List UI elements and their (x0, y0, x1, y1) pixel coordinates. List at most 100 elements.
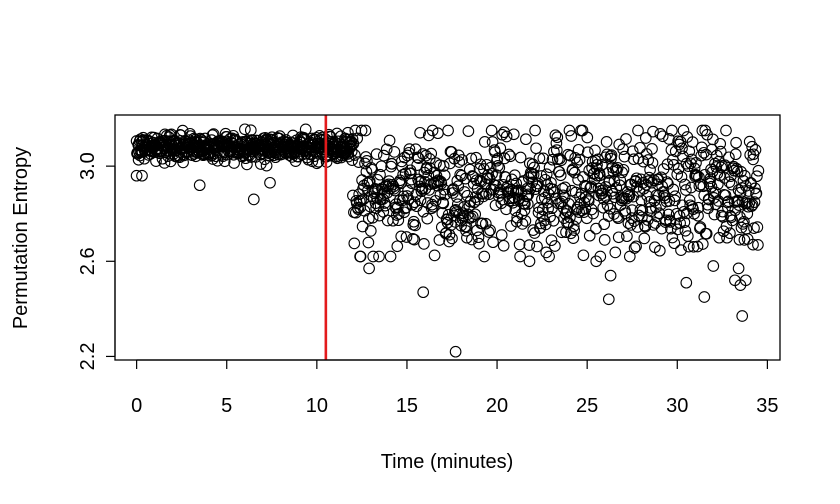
data-point (623, 190, 636, 202)
data-point (409, 219, 422, 232)
data-point (588, 167, 600, 180)
data-point (487, 236, 499, 249)
data-point (535, 217, 547, 230)
data-point (381, 187, 394, 199)
data-point (689, 168, 702, 181)
data-point (671, 223, 684, 236)
data-point (628, 242, 641, 254)
data-point (441, 216, 454, 229)
data-point (299, 123, 312, 136)
data-point (545, 234, 558, 247)
data-point (617, 143, 629, 156)
data-point (620, 133, 632, 145)
data-point (582, 195, 595, 207)
data-point (666, 231, 679, 244)
data-point (473, 237, 485, 250)
data-point (736, 310, 749, 322)
data-point (729, 148, 742, 161)
data-point (653, 207, 666, 220)
data-point (724, 227, 736, 240)
x-tick-label: 10 (306, 395, 328, 417)
data-point (523, 239, 536, 251)
data-point (346, 133, 359, 145)
data-point (513, 238, 526, 251)
data-point (485, 124, 498, 137)
data-point (423, 153, 436, 165)
data-point (652, 173, 665, 186)
y-tick-label: 2.6 (77, 247, 99, 275)
data-point (682, 240, 695, 253)
data-point (531, 240, 543, 253)
data-point (709, 198, 722, 211)
data-point (395, 230, 408, 243)
data-point (516, 218, 529, 230)
data-point (571, 156, 583, 169)
data-point (544, 210, 556, 223)
data-point (377, 149, 390, 162)
data-point (449, 345, 462, 358)
data-point (445, 146, 458, 158)
data-point (426, 124, 439, 137)
data-point (549, 240, 561, 252)
data-points (130, 123, 765, 358)
data-point (608, 208, 620, 220)
data-point (583, 229, 596, 242)
data-point (494, 142, 507, 155)
data-point (420, 149, 432, 162)
data-point (730, 136, 742, 149)
data-point (497, 239, 510, 252)
data-point (396, 194, 409, 207)
data-point (532, 177, 544, 190)
data-point (367, 250, 380, 263)
data-point (618, 150, 631, 163)
data-point (563, 124, 576, 137)
data-point (581, 146, 594, 159)
data-point (352, 203, 365, 216)
data-point (462, 125, 475, 137)
data-point (359, 157, 371, 170)
data-point (435, 177, 448, 190)
data-point (637, 155, 650, 168)
data-point (559, 181, 571, 194)
data-point (701, 198, 714, 211)
data-point (751, 221, 764, 233)
data-point (643, 195, 656, 208)
data-point (612, 231, 625, 244)
data-point (647, 219, 660, 231)
data-point (653, 244, 666, 257)
data-point (501, 180, 514, 193)
data-point (722, 195, 735, 208)
data-point (597, 193, 610, 205)
data-point (692, 209, 704, 222)
data-point (563, 198, 575, 210)
data-point (530, 142, 542, 155)
data-point (677, 124, 690, 137)
x-tick-label: 25 (576, 395, 598, 417)
data-point (439, 188, 452, 201)
y-tick-label: 2.2 (77, 343, 99, 371)
data-point (392, 214, 405, 227)
data-point (610, 181, 623, 194)
data-point (749, 182, 761, 195)
data-point (609, 246, 622, 259)
data-point (355, 124, 368, 137)
data-point (646, 143, 658, 155)
data-point (354, 250, 366, 263)
data-point (543, 250, 555, 263)
x-axis: 0 5 10 15 20 25 30 35 (131, 359, 779, 417)
data-point (366, 211, 379, 224)
data-point (551, 131, 564, 144)
data-point (507, 128, 520, 141)
data-point (477, 190, 490, 203)
data-point (414, 126, 426, 139)
data-point (493, 161, 506, 174)
y-axis-title: Permutation Entropy (10, 147, 32, 329)
data-point (590, 222, 602, 235)
data-point (421, 212, 434, 225)
data-point (581, 131, 594, 144)
data-point (611, 210, 624, 223)
data-point (742, 185, 755, 197)
data-point (360, 151, 372, 163)
data-point (675, 171, 688, 183)
data-point (499, 171, 512, 184)
